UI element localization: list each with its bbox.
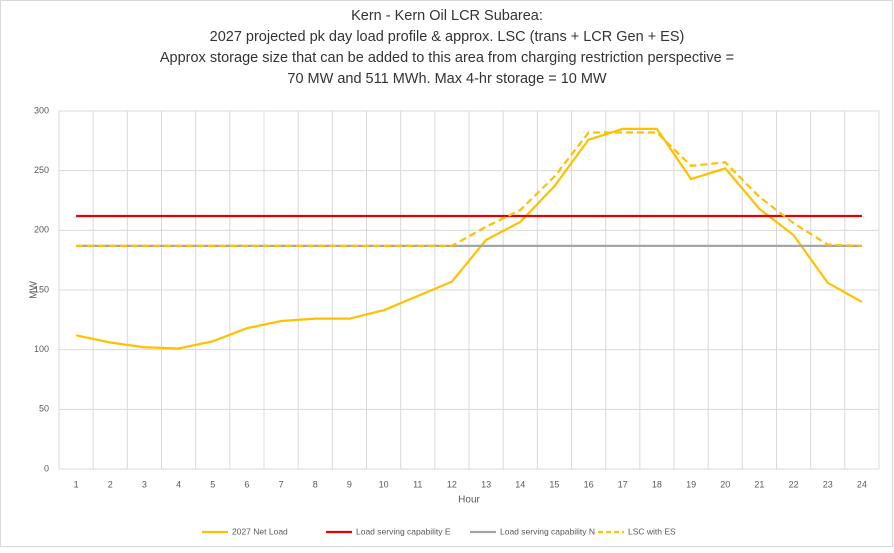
x-tick-label: 20: [720, 479, 730, 489]
x-tick-label: 7: [279, 479, 284, 489]
x-tick-label: 13: [481, 479, 491, 489]
y-tick-label: 50: [39, 404, 49, 414]
y-tick-label: 100: [34, 344, 49, 354]
y-tick-label: 200: [34, 225, 49, 235]
x-tick-label: 21: [754, 479, 764, 489]
x-tick-label: 22: [789, 479, 799, 489]
series-line: [76, 131, 862, 247]
x-tick-label: 17: [618, 479, 628, 489]
y-tick-label: 250: [34, 165, 49, 175]
legend-label: 2027 Net Load: [232, 526, 288, 536]
legend-label: Load serving capability E: [356, 526, 451, 536]
x-axis-label: Hour: [458, 495, 480, 506]
y-tick-label: 150: [34, 284, 49, 294]
y-tick-label: 0: [44, 463, 49, 473]
x-tick-label: 10: [379, 479, 389, 489]
x-tick-label: 14: [515, 479, 525, 489]
x-tick-label: 24: [857, 479, 867, 489]
x-tick-label: 16: [584, 479, 594, 489]
x-tick-label: 11: [413, 479, 422, 489]
x-tick-label: 23: [823, 479, 833, 489]
series-line: [75, 127, 863, 350]
x-tick-label: 3: [142, 479, 147, 489]
x-tick-label: 1: [74, 479, 79, 489]
legend-label: Load serving capability N: [500, 526, 595, 536]
x-tick-label: 6: [244, 479, 249, 489]
x-tick-label: 15: [549, 479, 559, 489]
legend-label: LSC with ES: [628, 526, 676, 536]
x-tick-label: 19: [686, 479, 696, 489]
x-tick-label: 8: [313, 479, 318, 489]
chart-title: Approx storage size that can be added to…: [160, 50, 734, 66]
y-tick-label: 300: [34, 105, 49, 115]
chart-title: Kern - Kern Oil LCR Subarea:: [351, 8, 543, 24]
y-axis-label: MW: [29, 281, 40, 299]
x-tick-label: 4: [176, 479, 181, 489]
x-tick-label: 12: [447, 479, 457, 489]
chart-title: 70 MW and 511 MWh. Max 4-hr storage = 10…: [287, 71, 607, 87]
x-tick-label: 5: [210, 479, 215, 489]
x-tick-label: 18: [652, 479, 662, 489]
chart-title: 2027 projected pk day load profile & app…: [210, 29, 685, 45]
x-tick-label: 9: [347, 479, 352, 489]
x-tick-label: 2: [108, 479, 113, 489]
